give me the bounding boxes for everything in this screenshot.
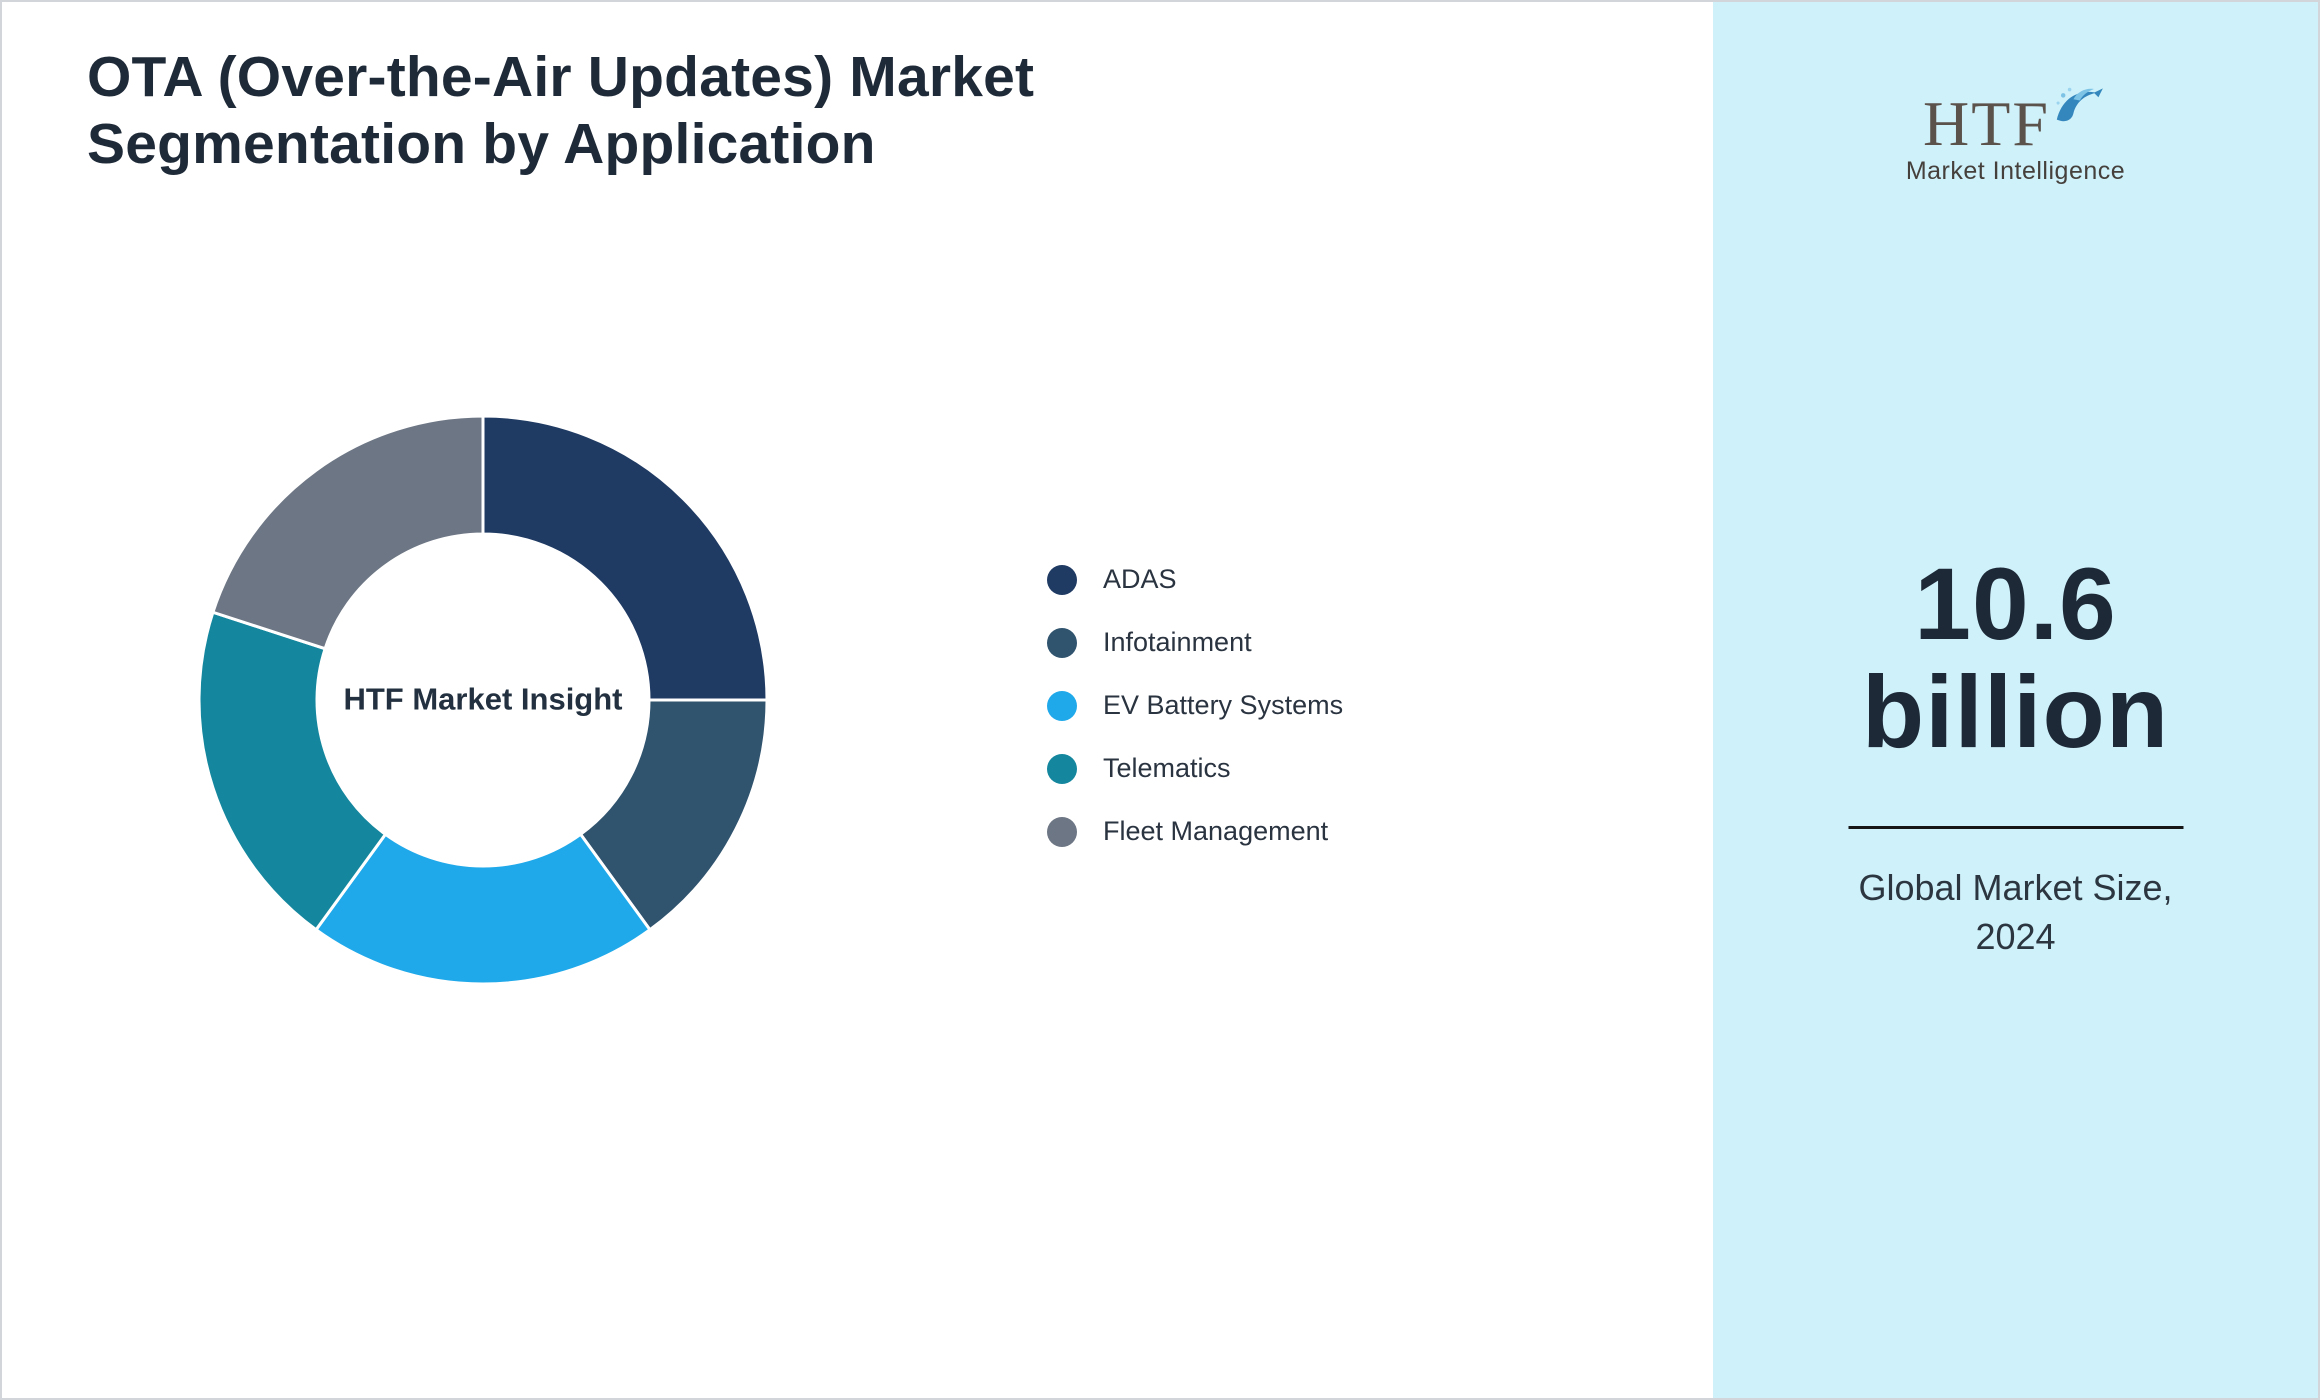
- legend-dot-ev-battery-systems: [1047, 690, 1077, 721]
- donut-segment-fleet-management: [211, 414, 485, 651]
- legend-item-adas: ADAS: [1047, 564, 1343, 595]
- legend-item-infotainment: Infotainment: [1047, 627, 1343, 658]
- donut-segment-ev-battery-systems: [314, 832, 652, 986]
- market-size-caption-line2: 2024: [1975, 915, 2056, 957]
- htf-logo: HTF Market Intelligence: [1713, 80, 2318, 186]
- legend-item-ev-battery-systems: EV Battery Systems: [1047, 690, 1343, 721]
- market-size-number: 10.6: [1914, 547, 2117, 661]
- legend-item-label: ADAS: [1103, 564, 1177, 594]
- legend-item-fleet-management: Fleet Management: [1047, 816, 1343, 847]
- logo-subtitle: Market Intelligence: [1905, 157, 2126, 185]
- donut-segment-infotainment: [579, 698, 769, 932]
- market-size-caption-line1: Global Market Size,: [1858, 867, 2173, 908]
- market-size-unit: billion: [1861, 655, 2170, 770]
- market-size-value: 10.6 billion: [1713, 550, 2318, 766]
- htf-logo-top: HTF: [1923, 80, 2108, 160]
- legend-item-label: Telematics: [1103, 753, 1231, 783]
- chart-legend: ADAS Infotainment EV Battery Systems Tel…: [1047, 564, 1343, 847]
- page-title-line1: OTA (Over-the-Air Updates) Market: [87, 45, 1035, 109]
- legend-dot-fleet-management: [1047, 816, 1077, 847]
- donut-segment-telematics: [197, 610, 387, 932]
- market-size-caption: Global Market Size, 2024: [1713, 864, 2318, 961]
- legend-dot-telematics: [1047, 753, 1077, 784]
- page-title-line2: Segmentation by Application: [87, 112, 876, 177]
- legend-item-label: Infotainment: [1103, 627, 1252, 657]
- donut-chart-svg: [197, 414, 769, 986]
- sidebar-panel: HTF Market Intelligence 10.6 billion: [1713, 2, 2318, 1398]
- donut-chart: HTF Market Insight: [183, 400, 783, 1000]
- donut-center-label: HTF Market Insight: [343, 681, 623, 717]
- page-title: OTA (Over-the-Air Updates) Market Segmen…: [87, 44, 1187, 179]
- legend-item-telematics: Telematics: [1047, 753, 1343, 784]
- donut-segment-adas: [481, 414, 769, 702]
- legend-dot-adas: [1047, 564, 1077, 595]
- logo-text: HTF: [1923, 88, 2050, 160]
- legend-dot-infotainment: [1047, 627, 1077, 658]
- divider-line: [1848, 826, 2183, 829]
- legend-item-label: EV Battery Systems: [1103, 690, 1344, 720]
- legend-item-label: Fleet Management: [1103, 816, 1329, 846]
- dolphin-icon: [2044, 80, 2108, 149]
